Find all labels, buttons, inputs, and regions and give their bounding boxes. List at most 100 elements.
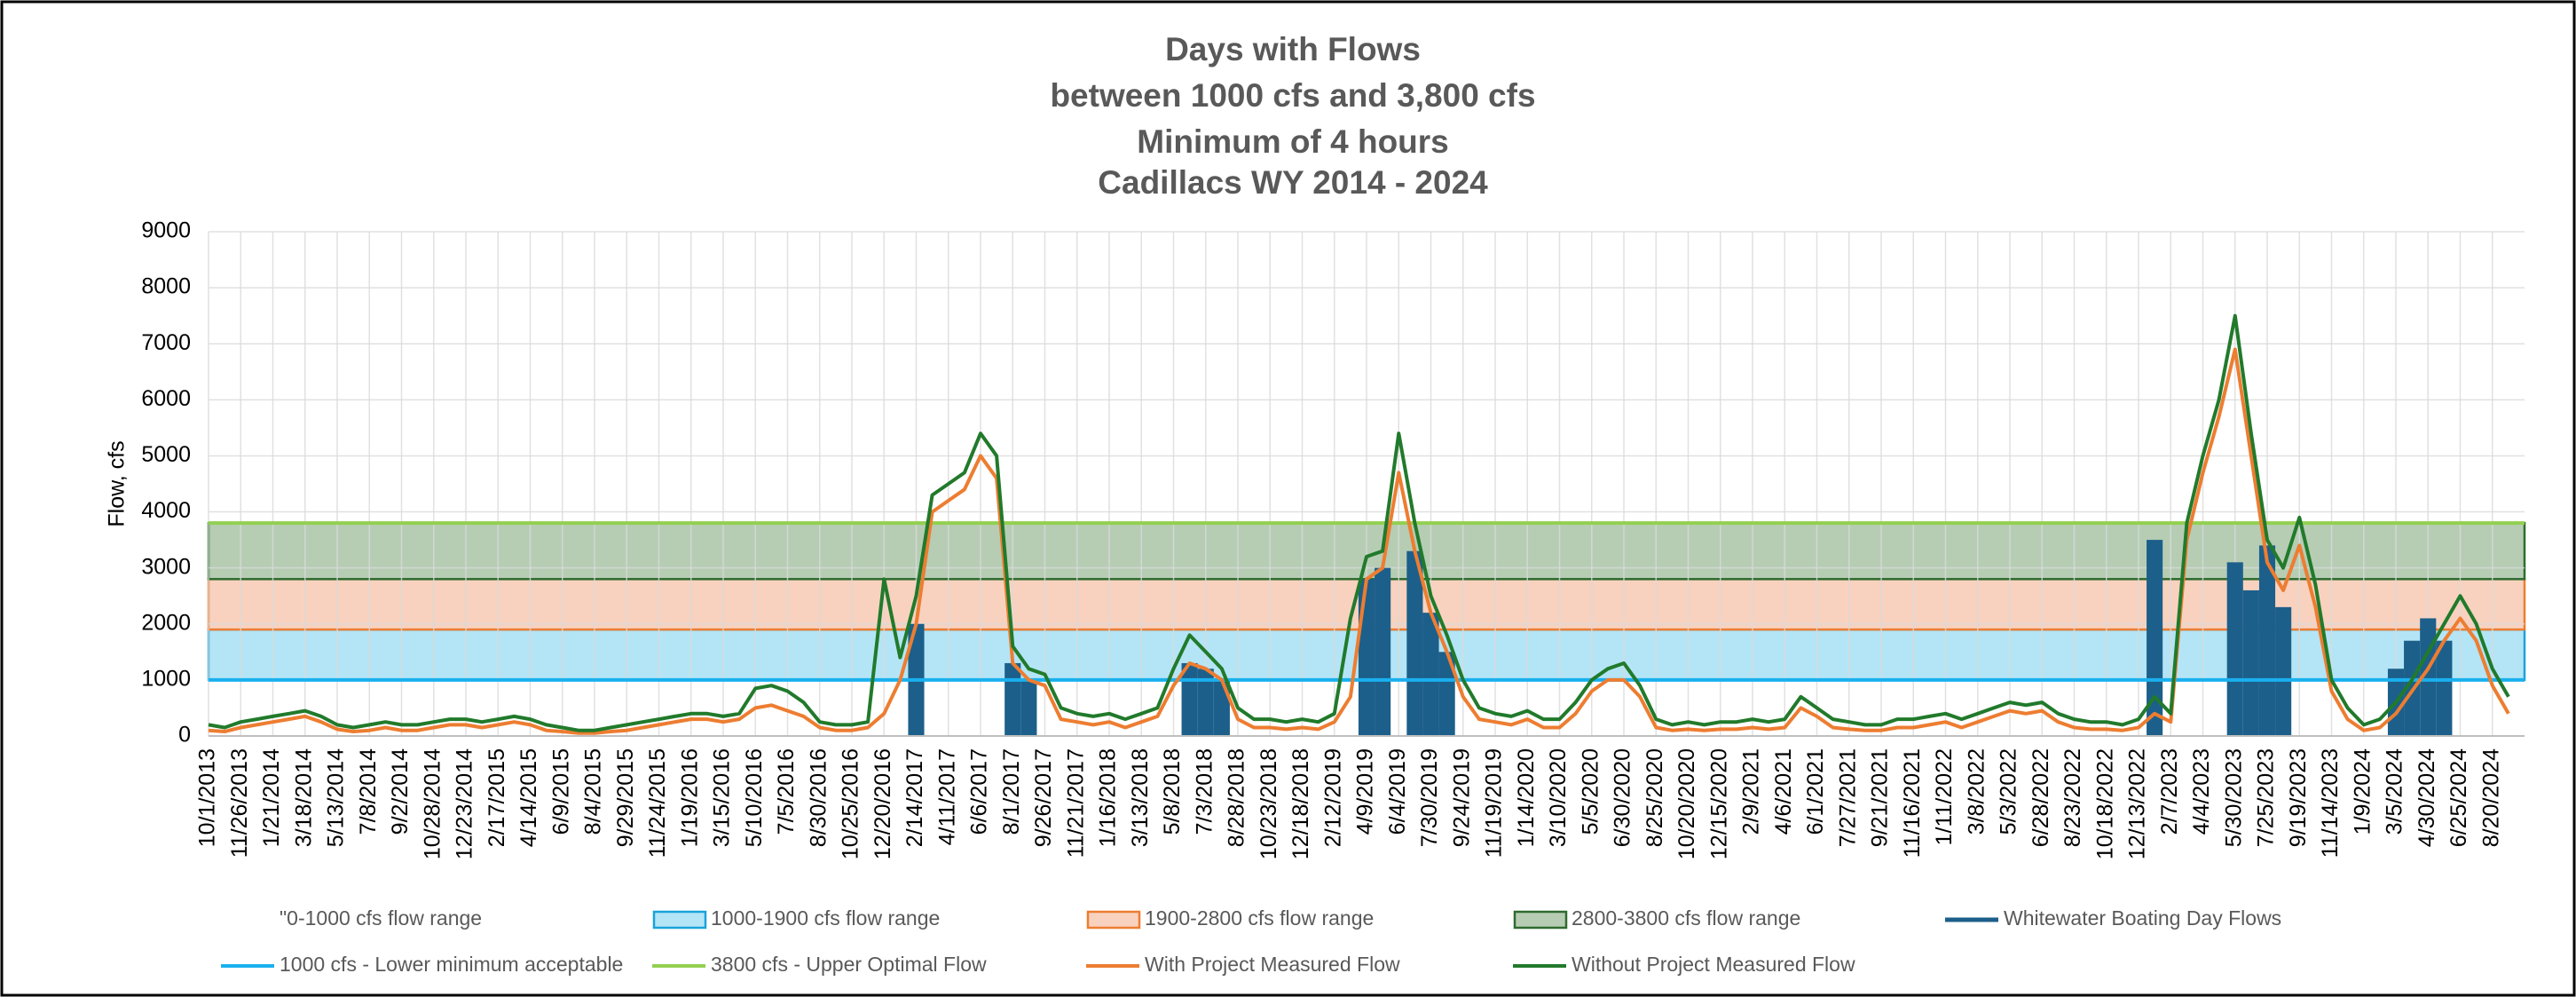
boating-bar bbox=[1197, 669, 1214, 736]
x-tick-label: 7/30/2019 bbox=[1417, 748, 1442, 847]
x-tick-label: 4/6/2021 bbox=[1771, 748, 1796, 835]
x-tick-label: 4/14/2015 bbox=[516, 748, 541, 847]
x-tick-label: 6/30/2020 bbox=[1611, 748, 1635, 847]
x-tick-label: 6/25/2024 bbox=[2446, 748, 2471, 847]
chart-title: Cadillacs WY 2014 - 2024 bbox=[1098, 164, 1488, 201]
x-tick-label: 2/17/2015 bbox=[484, 748, 509, 847]
y-tick-label: 0 bbox=[178, 723, 191, 748]
x-tick-label: 2/14/2017 bbox=[902, 748, 927, 847]
x-tick-label: 2/9/2021 bbox=[1739, 748, 1764, 835]
x-tick-label: 8/25/2020 bbox=[1642, 748, 1667, 847]
y-tick-label: 4000 bbox=[141, 498, 191, 523]
x-tick-label: 7/8/2014 bbox=[356, 748, 381, 835]
y-axis-label: Flow, cfs bbox=[105, 440, 130, 526]
x-tick-label: 7/5/2016 bbox=[774, 748, 799, 835]
legend-label: 3800 cfs - Upper Optimal Flow bbox=[711, 953, 987, 976]
x-tick-label: 3/18/2014 bbox=[291, 748, 316, 847]
boating-bar bbox=[2226, 562, 2243, 736]
y-tick-label: 1000 bbox=[141, 666, 191, 691]
boating-bar bbox=[2258, 545, 2276, 736]
boating-bar bbox=[2275, 606, 2292, 736]
x-tick-label: 4/4/2023 bbox=[2189, 748, 2214, 835]
boating-bar bbox=[1020, 679, 1037, 736]
x-tick-label: 7/25/2023 bbox=[2254, 748, 2279, 847]
x-tick-label: 9/2/2014 bbox=[388, 748, 413, 835]
x-tick-label: 4/9/2019 bbox=[1353, 748, 1378, 835]
legend-label: "0-1000 cfs flow range bbox=[280, 906, 482, 930]
x-tick-label: 4/11/2017 bbox=[934, 748, 959, 845]
y-tick-label: 7000 bbox=[141, 330, 191, 355]
x-tick-label: 9/19/2023 bbox=[2286, 748, 2311, 847]
x-tick-label: 6/1/2021 bbox=[1803, 748, 1828, 835]
x-tick-label: 6/28/2022 bbox=[2029, 748, 2053, 847]
x-tick-label: 11/26/2013 bbox=[227, 748, 252, 858]
x-tick-label: 10/28/2014 bbox=[420, 748, 445, 859]
x-tick-label: 4/30/2024 bbox=[2415, 748, 2439, 847]
x-tick-label: 8/28/2018 bbox=[1225, 748, 1249, 847]
y-tick-label: 3000 bbox=[141, 554, 191, 579]
x-tick-label: 12/20/2016 bbox=[870, 748, 895, 859]
legend-label: 1000-1900 cfs flow range bbox=[711, 906, 940, 930]
flow-line bbox=[208, 347, 2510, 735]
legend-swatch bbox=[1086, 910, 1141, 930]
x-tick-label: 1/9/2024 bbox=[2350, 748, 2375, 835]
chart-title: Minimum of 4 hours bbox=[1137, 123, 1449, 160]
x-tick-label: 9/26/2017 bbox=[1031, 748, 1056, 847]
x-tick-label: 12/18/2018 bbox=[1288, 748, 1313, 859]
legend-label: 2800-3800 cfs flow range bbox=[1572, 906, 1800, 930]
boating-bar bbox=[1375, 567, 1391, 736]
boating-bar bbox=[1004, 662, 1021, 736]
boating-bar bbox=[1438, 652, 1455, 736]
x-tick-label: 3/13/2018 bbox=[1128, 748, 1153, 847]
boating-bar bbox=[1213, 679, 1230, 736]
y-tick-label: 6000 bbox=[141, 386, 191, 411]
legend-label: Whitewater Boating Day Flows bbox=[2004, 906, 2281, 930]
x-tick-label: 3/15/2016 bbox=[710, 748, 735, 847]
boating-bar bbox=[1406, 550, 1423, 736]
x-tick-label: 2/7/2023 bbox=[2157, 748, 2182, 835]
x-tick-label: 9/21/2021 bbox=[1868, 748, 1893, 847]
x-tick-label: 8/4/2015 bbox=[581, 748, 606, 835]
chart-title: between 1000 cfs and 3,800 cfs bbox=[1050, 77, 1535, 114]
x-tick-label: 5/10/2016 bbox=[742, 748, 767, 847]
x-tick-label: 1/16/2018 bbox=[1096, 748, 1121, 847]
x-tick-label: 11/14/2023 bbox=[2318, 748, 2343, 858]
x-tick-label: 9/24/2019 bbox=[1449, 748, 1474, 847]
x-tick-label: 8/20/2024 bbox=[2478, 748, 2503, 847]
y-tick-label: 8000 bbox=[141, 274, 191, 299]
x-tick-label: 3/5/2024 bbox=[2383, 748, 2407, 835]
x-tick-label: 11/16/2021 bbox=[1900, 748, 1925, 858]
x-tick-label: 6/9/2015 bbox=[548, 748, 573, 835]
legend-label: With Project Measured Flow bbox=[1145, 953, 1400, 976]
x-tick-label: 5/5/2020 bbox=[1578, 748, 1603, 835]
x-tick-label: 12/15/2020 bbox=[1706, 748, 1731, 859]
legend-swatch bbox=[1513, 910, 1568, 930]
legend-label: 1900-2800 cfs flow range bbox=[1145, 906, 1374, 930]
x-tick-label: 3/8/2022 bbox=[1964, 748, 1989, 835]
x-tick-label: 10/23/2018 bbox=[1256, 748, 1281, 859]
x-tick-label: 7/3/2018 bbox=[1192, 748, 1217, 835]
x-tick-label: 10/1/2013 bbox=[195, 748, 220, 847]
x-tick-label: 10/18/2022 bbox=[2092, 748, 2117, 859]
x-tick-label: 6/6/2017 bbox=[967, 748, 992, 835]
x-tick-label: 1/11/2022 bbox=[1932, 748, 1957, 845]
y-tick-label: 9000 bbox=[141, 218, 191, 243]
x-tick-label: 11/19/2019 bbox=[1482, 748, 1507, 858]
x-tick-label: 5/8/2018 bbox=[1160, 748, 1185, 835]
x-tick-label: 5/30/2023 bbox=[2221, 748, 2246, 847]
legend-label: 1000 cfs - Lower minimum acceptable bbox=[280, 953, 623, 976]
x-tick-label: 2/12/2019 bbox=[1320, 748, 1345, 847]
legend-label: Without Project Measured Flow bbox=[1572, 953, 1855, 976]
boating-bar bbox=[1181, 662, 1198, 736]
x-tick-label: 1/21/2014 bbox=[259, 748, 284, 847]
boating-bar bbox=[2436, 640, 2453, 736]
legend-swatch bbox=[221, 910, 276, 930]
x-tick-label: 3/10/2020 bbox=[1546, 748, 1571, 847]
x-tick-label: 5/3/2022 bbox=[1997, 748, 2021, 835]
x-tick-label: 7/27/2021 bbox=[1835, 748, 1860, 847]
y-tick-label: 2000 bbox=[141, 610, 191, 635]
x-tick-label: 9/29/2015 bbox=[613, 748, 638, 847]
x-tick-label: 5/13/2014 bbox=[324, 748, 349, 847]
